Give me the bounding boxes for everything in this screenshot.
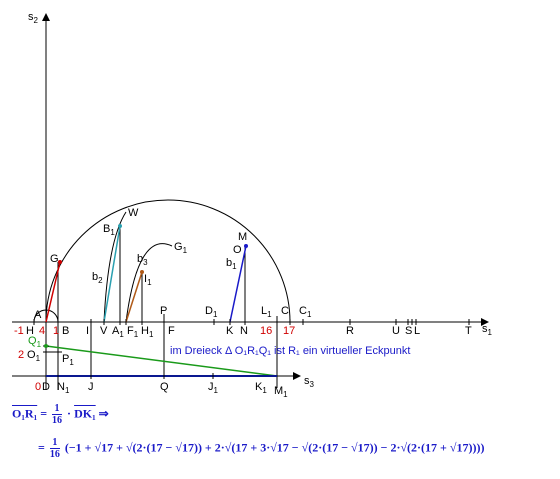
formula-lhs: O₁R₁ — [12, 406, 38, 421]
label-b: B — [62, 325, 69, 337]
label-q1: Q1 — [28, 335, 42, 349]
number-16: 16 — [260, 325, 272, 337]
label-b2: b2 — [92, 271, 103, 285]
label-d: D — [42, 381, 50, 393]
thales-semicircle — [45, 199, 291, 323]
label-s: S — [405, 325, 412, 337]
label-p: P — [160, 305, 167, 317]
label-j1: J1 — [208, 381, 219, 395]
arc-w — [103, 211, 127, 323]
formula-rhs: DK₁ — [74, 406, 96, 421]
label-o1: O1 — [27, 349, 41, 363]
label-q: Q — [160, 381, 169, 393]
label-h1: H1 — [141, 325, 154, 339]
label-c1: C1 — [299, 305, 312, 319]
s1-ticks — [33, 319, 470, 325]
segment-orange — [125, 271, 143, 323]
formula-line-2: = 1 16 (−1 + √17 + √(2·(17 − √17)) + 2·√(… — [38, 437, 484, 460]
s3-ticks — [57, 373, 214, 379]
s3-label: s3 — [304, 375, 315, 389]
formula-implies: ⇒ — [98, 406, 109, 421]
label-i: I — [86, 325, 89, 337]
small-semicircle — [33, 309, 59, 323]
s1-label: s1 — [482, 323, 493, 337]
label-k1: K1 — [255, 381, 267, 395]
label-g: G — [50, 253, 59, 265]
label-u: U — [392, 325, 400, 337]
label-o: O — [233, 244, 242, 256]
arc-g1 — [125, 243, 173, 323]
label-f: F — [168, 325, 175, 337]
label-m: M — [238, 231, 247, 243]
label-j: J — [88, 381, 94, 393]
number-17: 17 — [283, 325, 295, 337]
number-1: 1 — [53, 325, 59, 337]
label-h: H — [26, 325, 34, 337]
label-b3: b3 — [137, 253, 148, 267]
label-m1: M1 — [274, 385, 288, 399]
formula-dot: · — [67, 406, 72, 421]
label-k: K — [226, 325, 234, 337]
number-4: 4 — [39, 325, 45, 337]
formula-line-1: O₁R₁ = 1 16 · DK₁ ⇒ — [12, 403, 109, 426]
formula-eq-2: = — [38, 440, 45, 455]
segment-blue — [229, 245, 247, 323]
label-l: L — [414, 325, 420, 337]
label-n1: N1 — [57, 381, 70, 395]
construction-diagram: s2 s1 s3 A G W B1 b2 b3 G1 I1 M O b1 P D… — [12, 11, 493, 399]
label-b1: B1 — [103, 223, 115, 237]
formula-expression: (−1 + √17 + √(2·(17 − √17)) + 2·√(17 + 3… — [64, 440, 485, 455]
points — [44, 224, 248, 348]
segment-green — [45, 345, 278, 377]
segment-teal — [103, 225, 121, 323]
label-b1-lower: b1 — [226, 257, 237, 271]
label-a: A — [34, 309, 42, 321]
label-c: C — [281, 305, 289, 317]
label-a1: A1 — [112, 325, 124, 339]
s2-label: s2 — [28, 11, 39, 25]
label-i1: I1 — [144, 273, 152, 287]
formula-fraction-2: 1 16 — [49, 437, 60, 460]
number-2: 2 — [18, 349, 24, 361]
number-0: 0 — [35, 381, 41, 393]
label-v: V — [100, 325, 108, 337]
label-d1: D1 — [205, 305, 218, 319]
triangle-note: im Dreieck Δ O₁R₁Q₁ ist R₁ ein virtuelle… — [170, 345, 410, 357]
number-minus1: -1 — [14, 325, 24, 337]
segment-red — [45, 261, 61, 323]
formula-fraction: 1 16 — [52, 403, 63, 426]
label-f1: F1 — [127, 325, 139, 339]
label-g1: G1 — [174, 241, 188, 255]
label-p1: P1 — [62, 353, 74, 367]
label-n: N — [240, 325, 248, 337]
label-r: R — [346, 325, 354, 337]
formula-eq: = — [40, 406, 48, 421]
label-w: W — [128, 207, 139, 219]
label-l1: L1 — [261, 305, 272, 319]
label-t: T — [465, 325, 472, 337]
